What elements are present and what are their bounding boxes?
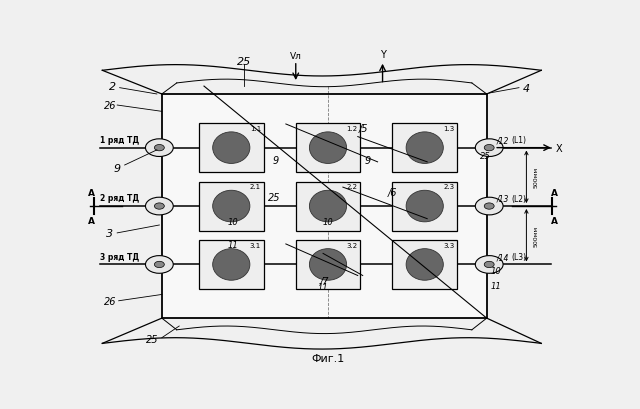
Circle shape <box>476 256 503 274</box>
Ellipse shape <box>212 133 250 164</box>
Text: (L1): (L1) <box>511 136 527 145</box>
Circle shape <box>154 145 164 151</box>
Ellipse shape <box>309 191 347 222</box>
Circle shape <box>145 198 173 216</box>
Text: 3 ряд ТД: 3 ряд ТД <box>100 252 139 261</box>
Text: /13: /13 <box>497 194 509 203</box>
Bar <box>199 182 264 231</box>
Circle shape <box>154 262 164 268</box>
Text: A: A <box>88 216 95 225</box>
Text: /12: /12 <box>497 136 509 145</box>
Text: (L3): (L3) <box>511 252 527 261</box>
Text: 25: 25 <box>146 335 158 344</box>
Ellipse shape <box>212 191 250 222</box>
Text: 10: 10 <box>227 217 238 226</box>
Text: 3.1: 3.1 <box>250 242 261 248</box>
Text: 11: 11 <box>317 282 328 291</box>
Text: X: X <box>556 143 563 153</box>
Text: 9: 9 <box>273 156 279 166</box>
Text: 500мм: 500мм <box>534 167 539 188</box>
Bar <box>392 182 457 231</box>
Text: /14: /14 <box>497 252 509 261</box>
Text: Фиг.1: Фиг.1 <box>312 353 344 363</box>
Ellipse shape <box>212 249 250 281</box>
Bar <box>296 182 360 231</box>
Text: 500мм: 500мм <box>534 225 539 246</box>
Circle shape <box>145 139 173 157</box>
Text: A: A <box>551 216 558 225</box>
Text: 1.1: 1.1 <box>250 126 261 131</box>
Text: 9: 9 <box>365 156 371 166</box>
Text: 25: 25 <box>268 192 281 202</box>
Text: 1.2: 1.2 <box>347 126 358 131</box>
Bar <box>199 240 264 289</box>
Bar <box>392 240 457 289</box>
Text: 11: 11 <box>490 281 501 290</box>
Text: 2: 2 <box>109 82 116 92</box>
Ellipse shape <box>309 133 347 164</box>
Circle shape <box>154 203 164 210</box>
Text: 2.1: 2.1 <box>250 184 261 190</box>
Circle shape <box>476 198 503 216</box>
Text: A: A <box>551 188 558 197</box>
Text: A: A <box>88 188 95 197</box>
Text: Y: Y <box>380 50 385 60</box>
Bar <box>296 124 360 173</box>
Text: 4: 4 <box>523 83 530 93</box>
Bar <box>392 124 457 173</box>
Text: 26: 26 <box>104 296 116 306</box>
Ellipse shape <box>309 249 347 281</box>
Text: /6: /6 <box>388 188 397 198</box>
Text: 10: 10 <box>323 217 333 226</box>
Bar <box>162 95 486 318</box>
Text: 25: 25 <box>481 152 491 161</box>
Text: 1 ряд ТД: 1 ряд ТД <box>100 135 139 144</box>
Circle shape <box>484 262 494 268</box>
Bar <box>199 124 264 173</box>
Text: (L2): (L2) <box>511 194 527 203</box>
Bar <box>296 240 360 289</box>
Circle shape <box>145 256 173 274</box>
Circle shape <box>484 203 494 210</box>
Text: Vл: Vл <box>290 52 301 61</box>
Text: 3.3: 3.3 <box>444 242 454 248</box>
Text: 26: 26 <box>104 101 116 111</box>
Ellipse shape <box>406 133 444 164</box>
Text: 3.2: 3.2 <box>347 242 358 248</box>
Circle shape <box>476 139 503 157</box>
Text: 3: 3 <box>106 228 113 238</box>
Text: 25: 25 <box>237 57 251 67</box>
Text: /5: /5 <box>359 124 369 133</box>
Text: 2.3: 2.3 <box>444 184 454 190</box>
Text: 2.2: 2.2 <box>347 184 358 190</box>
Text: 1.3: 1.3 <box>444 126 454 131</box>
Text: /7: /7 <box>319 276 329 286</box>
Ellipse shape <box>406 191 444 222</box>
Ellipse shape <box>406 249 444 281</box>
Text: 11: 11 <box>227 240 238 249</box>
Text: 10: 10 <box>490 267 501 276</box>
Text: 9: 9 <box>114 164 121 174</box>
Text: 2 ряд ТД: 2 ряд ТД <box>100 194 139 203</box>
Circle shape <box>484 145 494 151</box>
